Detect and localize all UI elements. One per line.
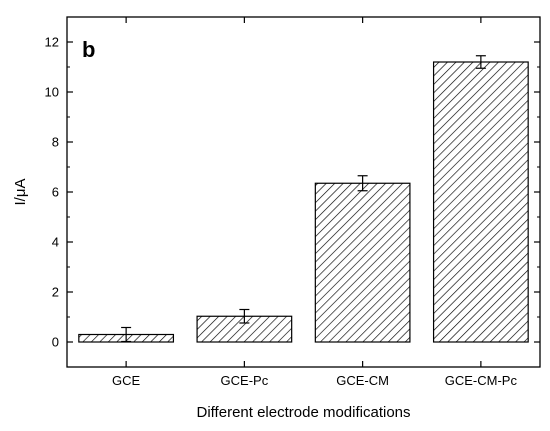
x-tick-label: GCE-Pc [221,373,269,388]
bars [78,61,529,343]
y-tick-label: 12 [45,35,59,50]
y-axis: 0 2 4 6 8 10 12 [45,35,540,350]
x-axis: GCE GCE-Pc GCE-CM GCE-CM-Pc [112,17,517,388]
bar-gce-cm [314,182,411,343]
panel-label: b [82,37,95,62]
error-bars [121,55,486,343]
y-tick-label: 2 [52,285,59,300]
x-tick-label: GCE-CM-Pc [445,373,518,388]
bar-gce-cm-pc [432,61,529,343]
x-tick-label: GCE-CM [336,373,389,388]
x-tick-label: GCE [112,373,141,388]
y-tick-label: 4 [52,235,59,250]
y-tick-label: 10 [45,85,59,100]
y-axis-label: I/μA [12,179,29,206]
y-tick-label: 8 [52,135,59,150]
x-axis-label: Different electrode modifications [197,404,411,421]
y-tick-label: 6 [52,185,59,200]
y-tick-label: 0 [52,335,59,350]
